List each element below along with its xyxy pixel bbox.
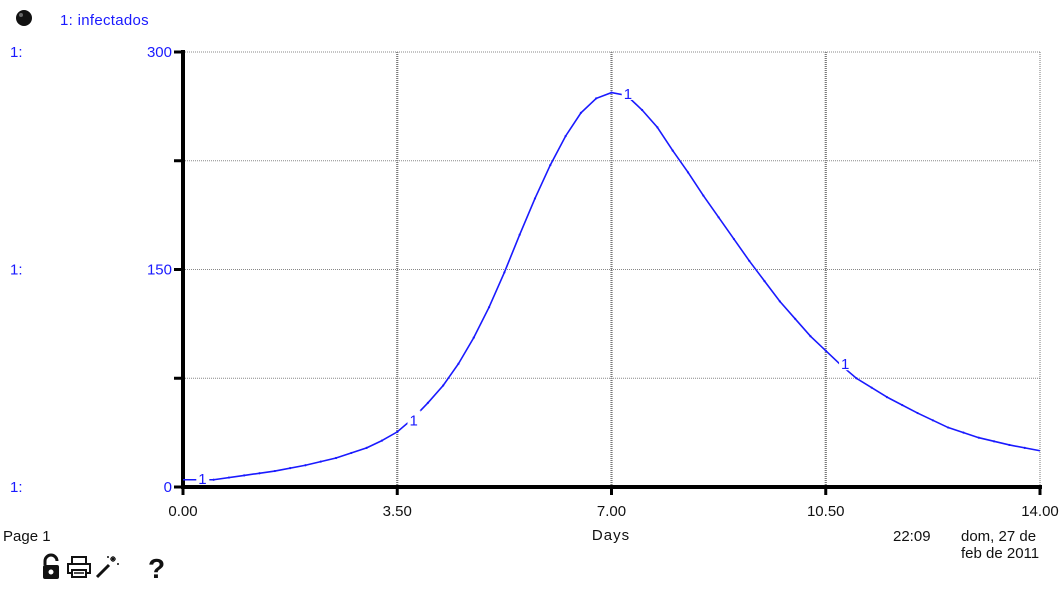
data-point xyxy=(1023,446,1026,449)
legend-marker xyxy=(16,10,32,26)
data-point xyxy=(212,478,215,481)
series-label-bg xyxy=(196,468,210,485)
x-tick-label: 0.00 xyxy=(168,503,197,520)
data-point xyxy=(396,430,399,433)
data-point xyxy=(289,467,292,470)
data-point xyxy=(365,446,368,449)
series-label: 1 xyxy=(624,86,632,103)
page-label: Page 1 xyxy=(3,528,51,545)
x-tick-label: 7.00 xyxy=(597,503,626,520)
series-label: 1 xyxy=(841,356,849,373)
x-tick-label: 3.50 xyxy=(383,503,412,520)
series-label-bg xyxy=(839,354,853,371)
data-point xyxy=(595,97,598,100)
data-point xyxy=(763,280,766,283)
data-point xyxy=(503,271,506,274)
y-scale-prefix: 1: xyxy=(10,479,23,496)
data-point xyxy=(885,396,889,399)
data-point xyxy=(962,431,965,434)
legend-label: 1: infectados xyxy=(60,12,149,29)
y-scale-labels: 1: 300 1: 150 1: 0 xyxy=(10,44,172,496)
x-tick-labels: 0.00 3.50 7.00 10.50 14.00 xyxy=(168,503,1058,520)
data-point xyxy=(243,474,246,477)
series-label-bg xyxy=(621,83,635,100)
data-point xyxy=(824,349,827,352)
data-point xyxy=(809,335,812,338)
data-point xyxy=(686,171,690,174)
data-point xyxy=(947,426,950,429)
data-point xyxy=(258,472,261,475)
data-point xyxy=(579,111,582,114)
data-point xyxy=(656,126,659,129)
data-point xyxy=(426,401,429,404)
x-tick-label: 10.50 xyxy=(807,503,845,520)
footer-time: 22:09 xyxy=(893,528,931,545)
data-point xyxy=(641,108,644,112)
series-label: 1 xyxy=(409,412,417,429)
data-point xyxy=(778,300,781,303)
data-point xyxy=(334,456,338,460)
data-point xyxy=(1008,443,1011,447)
data-point xyxy=(350,451,353,455)
y-tick-label: 300 xyxy=(147,44,172,61)
help-icon[interactable]: ? xyxy=(148,553,166,584)
data-point xyxy=(671,149,674,152)
data-point xyxy=(273,469,276,473)
magic-wand-icon[interactable] xyxy=(94,554,120,585)
toolbar: ? xyxy=(40,552,165,586)
data-point xyxy=(227,476,231,479)
data-point xyxy=(457,362,460,365)
y-tick-label: 150 xyxy=(147,262,172,279)
lock-open-icon[interactable] xyxy=(40,553,62,586)
data-point xyxy=(442,384,445,387)
series-infectados: 1 1 1 1 xyxy=(183,83,1041,488)
x-axis-label: Days xyxy=(592,527,630,544)
data-point xyxy=(977,436,980,439)
data-point xyxy=(304,464,307,467)
data-point xyxy=(518,233,521,236)
data-point xyxy=(533,197,537,200)
data-point xyxy=(931,419,934,422)
x-tick-label: 14.00 xyxy=(1021,503,1059,520)
data-point xyxy=(901,403,904,407)
data-point xyxy=(992,440,996,443)
footer-date: dom, 27 de feb de 2011 xyxy=(961,528,1040,562)
data-point xyxy=(916,411,919,415)
y-tick-label: 0 xyxy=(164,479,172,496)
data-point xyxy=(717,216,720,219)
printer-icon[interactable] xyxy=(66,554,92,585)
data-point xyxy=(748,259,751,262)
y-scale-prefix: 1: xyxy=(10,44,23,61)
data-point xyxy=(380,439,384,442)
data-point xyxy=(319,460,322,463)
data-point xyxy=(702,194,705,197)
y-scale-prefix: 1: xyxy=(10,262,23,279)
data-point xyxy=(564,135,567,138)
data-point xyxy=(472,336,475,339)
data-point xyxy=(549,164,552,167)
data-point xyxy=(855,377,858,380)
series-label: 1 xyxy=(198,471,206,488)
data-point xyxy=(794,317,797,320)
grid xyxy=(183,51,1041,487)
axes xyxy=(174,50,1042,495)
series-label-bg xyxy=(407,410,421,427)
data-point xyxy=(732,237,736,241)
data-point xyxy=(487,306,491,309)
data-point xyxy=(610,91,613,94)
data-point xyxy=(870,386,873,389)
